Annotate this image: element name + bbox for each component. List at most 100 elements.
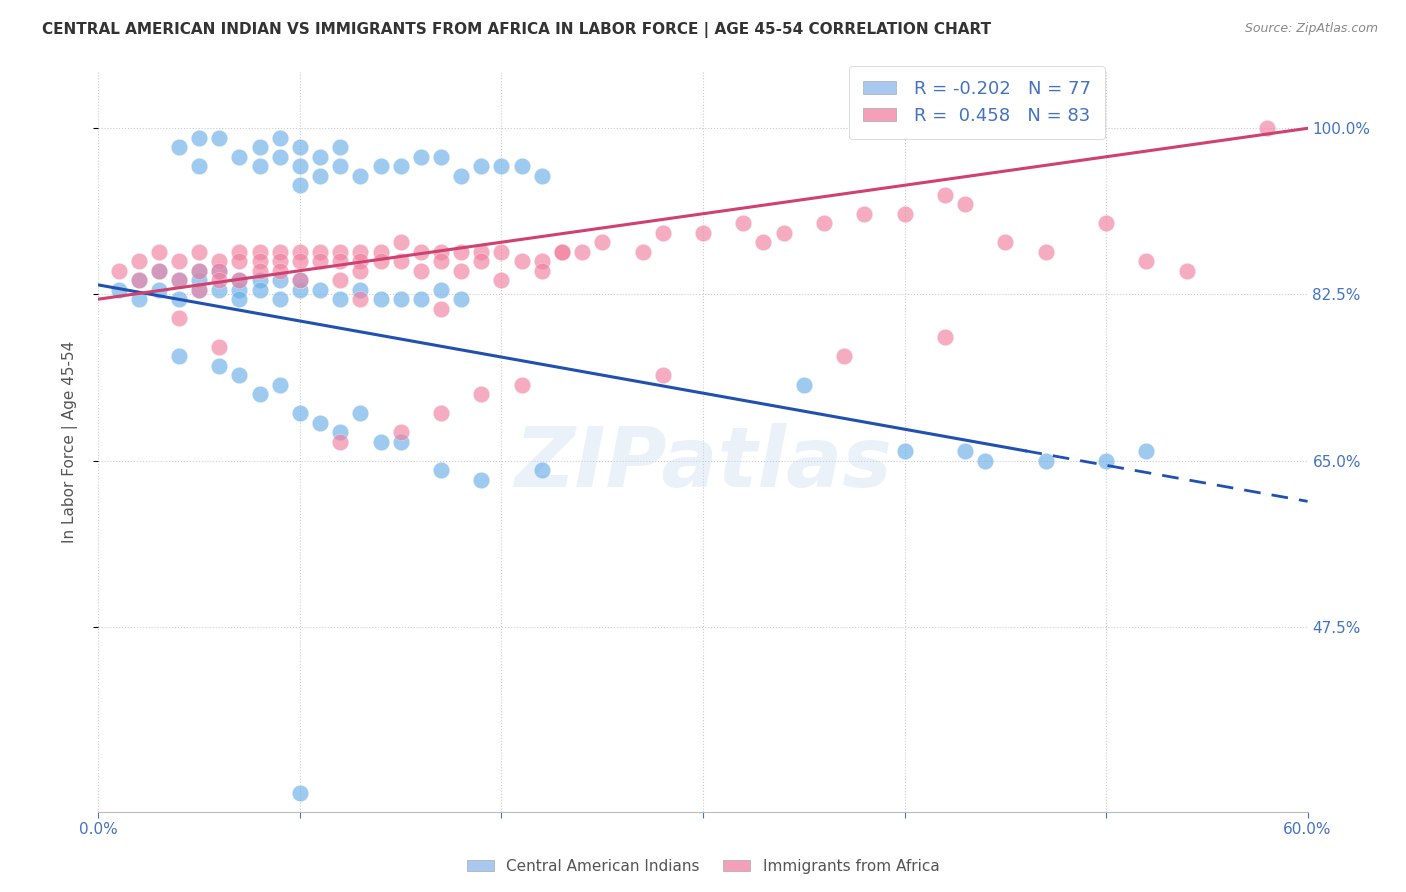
- Point: [491, 273, 513, 287]
- Text: Source: ZipAtlas.com: Source: ZipAtlas.com: [1244, 22, 1378, 36]
- Point: [228, 244, 250, 259]
- Point: [188, 273, 211, 287]
- Point: [530, 169, 553, 183]
- Point: [269, 244, 291, 259]
- Point: [409, 150, 432, 164]
- Point: [752, 235, 775, 250]
- Point: [228, 292, 250, 306]
- Point: [470, 244, 492, 259]
- Point: [288, 254, 311, 268]
- Point: [793, 377, 815, 392]
- Point: [994, 235, 1017, 250]
- Point: [1035, 244, 1057, 259]
- Point: [208, 263, 231, 277]
- Point: [188, 283, 211, 297]
- Text: ZIPatlas: ZIPatlas: [515, 423, 891, 504]
- Point: [107, 283, 129, 297]
- Point: [953, 197, 976, 211]
- Point: [208, 130, 231, 145]
- Point: [389, 425, 412, 439]
- Point: [128, 254, 150, 268]
- Point: [167, 273, 190, 287]
- Point: [128, 273, 150, 287]
- Point: [430, 254, 453, 268]
- Point: [188, 263, 211, 277]
- Point: [370, 254, 392, 268]
- Point: [309, 416, 332, 430]
- Point: [148, 244, 170, 259]
- Point: [1175, 263, 1198, 277]
- Point: [329, 434, 352, 449]
- Point: [269, 273, 291, 287]
- Point: [389, 254, 412, 268]
- Point: [288, 406, 311, 420]
- Point: [249, 263, 271, 277]
- Point: [974, 453, 997, 467]
- Point: [208, 283, 231, 297]
- Point: [349, 263, 371, 277]
- Point: [288, 244, 311, 259]
- Point: [470, 387, 492, 401]
- Point: [228, 150, 250, 164]
- Point: [591, 235, 613, 250]
- Point: [389, 434, 412, 449]
- Point: [309, 283, 332, 297]
- Point: [249, 140, 271, 154]
- Point: [167, 292, 190, 306]
- Point: [953, 444, 976, 458]
- Point: [309, 169, 332, 183]
- Point: [249, 244, 271, 259]
- Point: [1095, 453, 1118, 467]
- Point: [148, 283, 170, 297]
- Point: [269, 377, 291, 392]
- Point: [288, 140, 311, 154]
- Point: [269, 254, 291, 268]
- Point: [329, 425, 352, 439]
- Point: [389, 292, 412, 306]
- Point: [733, 216, 755, 230]
- Point: [370, 244, 392, 259]
- Point: [430, 406, 453, 420]
- Point: [288, 178, 311, 193]
- Point: [692, 226, 714, 240]
- Point: [249, 387, 271, 401]
- Point: [349, 244, 371, 259]
- Text: CENTRAL AMERICAN INDIAN VS IMMIGRANTS FROM AFRICA IN LABOR FORCE | AGE 45-54 COR: CENTRAL AMERICAN INDIAN VS IMMIGRANTS FR…: [42, 22, 991, 38]
- Point: [510, 254, 533, 268]
- Point: [409, 244, 432, 259]
- Point: [228, 254, 250, 268]
- Point: [208, 263, 231, 277]
- Point: [167, 273, 190, 287]
- Point: [107, 263, 129, 277]
- Point: [893, 207, 915, 221]
- Point: [430, 283, 453, 297]
- Point: [228, 273, 250, 287]
- Point: [510, 159, 533, 173]
- Point: [288, 283, 311, 297]
- Point: [631, 244, 654, 259]
- Point: [1256, 121, 1278, 136]
- Point: [329, 292, 352, 306]
- Point: [551, 244, 574, 259]
- Legend: R = -0.202   N = 77, R =  0.458   N = 83: R = -0.202 N = 77, R = 0.458 N = 83: [849, 66, 1105, 139]
- Point: [530, 263, 553, 277]
- Point: [329, 254, 352, 268]
- Point: [288, 273, 311, 287]
- Point: [208, 359, 231, 373]
- Point: [167, 254, 190, 268]
- Point: [167, 349, 190, 363]
- Point: [450, 292, 472, 306]
- Point: [651, 368, 673, 383]
- Point: [370, 159, 392, 173]
- Point: [309, 150, 332, 164]
- Point: [551, 244, 574, 259]
- Point: [450, 169, 472, 183]
- Point: [269, 263, 291, 277]
- Point: [389, 235, 412, 250]
- Point: [934, 330, 956, 344]
- Point: [249, 283, 271, 297]
- Point: [651, 226, 673, 240]
- Point: [450, 263, 472, 277]
- Point: [208, 273, 231, 287]
- Point: [188, 263, 211, 277]
